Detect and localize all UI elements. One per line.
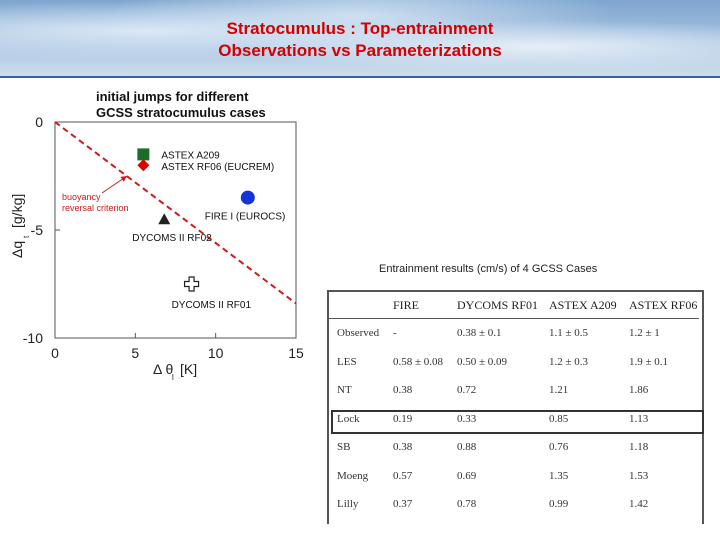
- table-cell: 0.33: [457, 412, 477, 425]
- table-caption: Entrainment results (cm/s) of 4 GCSS Cas…: [379, 263, 598, 275]
- y-axis-label-group: Δq t [g/kg]: [9, 194, 31, 258]
- table-cell: 0.38: [393, 384, 413, 397]
- table-header-cell: ASTEX RF06: [629, 292, 699, 319]
- table-cell: 0.88: [457, 441, 477, 454]
- y-tick-label: -10: [23, 330, 43, 346]
- table-row: SB 0.38 0.88 0.76 1.18: [329, 433, 699, 462]
- table-cell: 0.38 ± 0.1: [457, 327, 502, 340]
- table-header-cell: DYCOMS RF01: [457, 292, 549, 319]
- y-axis-label-sub: t: [22, 235, 31, 238]
- x-tick-label: 15: [288, 345, 304, 361]
- table-cell: 1.1 ± 0.5: [549, 327, 589, 340]
- table-cell: 0.69: [457, 469, 477, 482]
- table-cell: 0.99: [549, 498, 569, 511]
- row-label: LES: [337, 355, 357, 368]
- table-cell: 0.19: [393, 412, 413, 425]
- table-cell: 1.2 ± 0.3: [549, 355, 589, 368]
- x-axis-label-sub: l: [172, 373, 174, 382]
- table-header-cell: ASTEX A209: [549, 292, 629, 319]
- table-cell: 1.42: [629, 498, 649, 511]
- table-row: Observed - 0.38 ± 0.1 1.1 ± 0.5 1.2 ± 1: [329, 319, 699, 348]
- table-cell: 0.50 ± 0.09: [457, 355, 508, 368]
- table-cell: 0.72: [457, 384, 477, 397]
- point-label-dycoms-ii-rf01: DYCOMS II RF01: [172, 300, 252, 311]
- table-cell: 0.37: [393, 498, 413, 511]
- x-axis-label: Δ θ: [153, 361, 173, 377]
- table-row: Lilly 0.37 0.78 0.99 1.42: [329, 490, 699, 519]
- point-astex-rf06-eucrem: [137, 159, 150, 172]
- table-cell: -: [393, 327, 397, 340]
- table-cell: 0.85: [549, 412, 569, 425]
- x-tick-label: 0: [51, 345, 59, 361]
- row-label: Lilly: [337, 498, 359, 511]
- banner-divider: [0, 76, 720, 78]
- table-cell: 1.18: [629, 441, 649, 454]
- table-cell: 1.21: [549, 384, 569, 397]
- table-cell: 0.78: [457, 498, 477, 511]
- table-cell: 1.9 ± 0.1: [629, 355, 669, 368]
- row-label: Lock: [337, 412, 360, 425]
- x-tick-label: 10: [208, 345, 224, 361]
- table-header-row: FIRE DYCOMS RF01 ASTEX A209 ASTEX RF06: [329, 292, 699, 319]
- table-cell: 1.35: [549, 469, 569, 482]
- buoyancy-label-line1: buoyancy: [62, 192, 101, 202]
- table-cell: 1.86: [629, 384, 649, 397]
- results-table: FIRE DYCOMS RF01 ASTEX A209 ASTEX RF06 Obser…: [329, 292, 699, 519]
- table-cell: 1.13: [629, 412, 649, 425]
- buoyancy-reversal-line: [54, 121, 297, 305]
- point-label-dycoms-ii-rf02: DYCOMS II RF02: [132, 233, 212, 244]
- point-dycoms-ii-rf02: [158, 213, 171, 225]
- table-header-cell: [329, 292, 393, 319]
- table-header-cell: FIRE: [393, 292, 457, 319]
- slide-title: Stratocumulus : Top-entrainment Observat…: [0, 18, 720, 62]
- plot-frame: [54, 121, 297, 339]
- buoyancy-arrow: [101, 175, 128, 194]
- slide-title-line2: Observations vs Parameterizations: [218, 41, 502, 60]
- point-dycoms-ii-rf01: [183, 276, 200, 292]
- x-axis-label-unit: [K]: [180, 361, 197, 377]
- buoyancy-label-line2: reversal criterion: [62, 203, 129, 213]
- chart-title-line1: initial jumps for different: [96, 89, 249, 104]
- title-banner: [0, 0, 720, 78]
- table-row-highlighted: Lock 0.19 0.33 0.85 1.13: [329, 405, 699, 434]
- table-cell: 1.53: [629, 469, 649, 482]
- table-cell: 1.2 ± 1: [629, 327, 660, 340]
- row-label: SB: [337, 441, 351, 454]
- point-astex-a209: [137, 148, 150, 161]
- table-cell: 0.76: [549, 441, 569, 454]
- row-label: Observed: [337, 327, 380, 340]
- y-tick-label: 0: [35, 114, 43, 130]
- table-row: LES 0.58 ± 0.08 0.50 ± 0.09 1.2 ± 0.3 1.9 ± …: [329, 348, 699, 377]
- table-cell: 0.38: [393, 441, 413, 454]
- chart-title-line2: GCSS stratocumulus cases: [96, 105, 266, 120]
- row-label: Moeng: [337, 469, 369, 482]
- y-axis-label-unit: [g/kg]: [9, 194, 25, 228]
- table-row: Moeng 0.57 0.69 1.35 1.53: [329, 462, 699, 491]
- table-cell: 0.58 ± 0.08: [393, 355, 444, 368]
- y-tick-label: -5: [31, 222, 44, 238]
- point-label-astex-a209: ASTEX A209: [161, 150, 220, 161]
- y-axis-label: Δq: [9, 241, 25, 258]
- row-label: NT: [337, 384, 352, 397]
- point-label-fire-i-eurocs: FIRE I (EUROCS): [205, 212, 286, 223]
- point-label-astex-rf06-eucrem: ASTEX RF06 (EUCREM): [161, 162, 274, 173]
- highlighted-row-box: [331, 410, 704, 434]
- table-row: NT 0.38 0.72 1.21 1.86: [329, 376, 699, 405]
- table-cell: 0.57: [393, 469, 413, 482]
- results-table-container: FIRE DYCOMS RF01 ASTEX A209 ASTEX RF06 Obser…: [327, 290, 704, 524]
- point-fire-i-eurocs: [240, 190, 255, 205]
- x-tick-label: 5: [131, 345, 139, 361]
- slide-title-line1: Stratocumulus : Top-entrainment: [226, 19, 494, 38]
